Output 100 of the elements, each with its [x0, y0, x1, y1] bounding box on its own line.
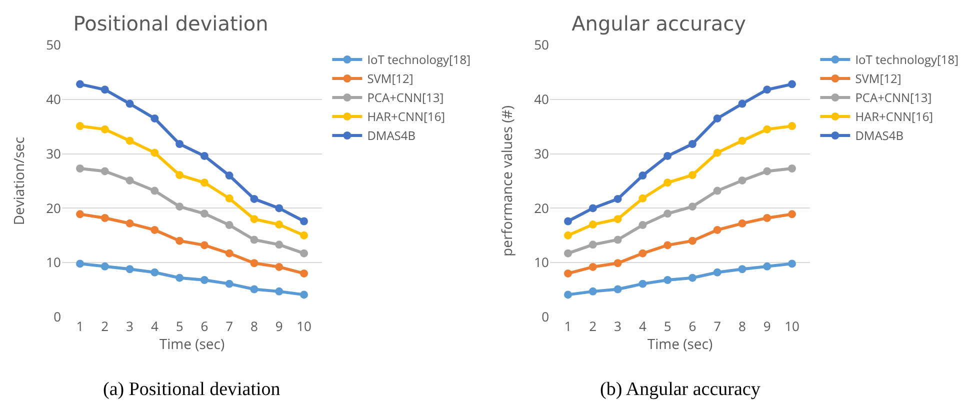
point [713, 148, 722, 157]
legend-label: PCA+CNN[13] [855, 89, 932, 106]
point [564, 269, 572, 278]
point [76, 80, 84, 88]
point [300, 269, 308, 278]
point [76, 260, 84, 268]
x-tick-label: 9 [275, 317, 283, 335]
point [564, 231, 572, 240]
point [150, 226, 159, 234]
point [788, 164, 796, 172]
point [564, 217, 572, 226]
point [614, 194, 622, 203]
point [688, 236, 696, 245]
legend-label: SVM[12] [855, 70, 902, 88]
point [250, 194, 258, 203]
x-axis-title: Time (sec) [647, 335, 713, 354]
legend-label: SVM[12] [367, 70, 414, 88]
point [126, 265, 134, 274]
x-tick-label: 4 [638, 317, 647, 335]
point [638, 194, 647, 202]
point [200, 152, 208, 160]
y-tick-label: 50 [46, 36, 61, 54]
y-tick-label: 30 [534, 144, 549, 162]
legend-label: IoT technology[18] [855, 51, 959, 68]
chart-title: Angular accuracy [572, 11, 746, 36]
point [664, 241, 672, 250]
point [176, 274, 184, 282]
point [150, 268, 159, 276]
y-tick-label: 0 [542, 308, 549, 326]
y-tick-label: 50 [534, 36, 549, 54]
x-tick-label: 10 [784, 317, 800, 335]
point [150, 148, 159, 157]
point [738, 219, 746, 228]
point [300, 249, 308, 258]
chart-title: Positional deviation [73, 11, 268, 36]
x-tick-label: 3 [614, 317, 622, 335]
point [588, 287, 597, 296]
point [225, 194, 234, 202]
point [176, 236, 184, 245]
point [738, 176, 746, 184]
point [664, 152, 672, 160]
point [738, 265, 746, 274]
point [100, 262, 109, 270]
x-tick-label: 6 [200, 317, 208, 335]
x-tick-label: 5 [664, 317, 672, 335]
x-tick-label: 7 [714, 317, 722, 335]
point [688, 171, 696, 180]
point [763, 214, 772, 222]
point [588, 204, 597, 212]
y-tick-label: 10 [534, 253, 549, 272]
point [763, 262, 772, 270]
point [275, 220, 284, 229]
point [564, 290, 572, 299]
legend-label: HAR+CNN[16] [855, 108, 934, 126]
point [76, 210, 84, 218]
point [638, 221, 647, 230]
point [200, 276, 208, 284]
point [225, 249, 234, 258]
point [638, 280, 647, 288]
point [250, 285, 258, 294]
x-tick-label: 6 [688, 317, 696, 335]
legend-label: PCA+CNN[13] [367, 89, 444, 106]
legend-label: IoT technology[18] [367, 51, 471, 68]
point [763, 167, 772, 176]
point [788, 80, 796, 88]
point [126, 136, 134, 145]
x-tick-label: 4 [150, 317, 159, 335]
point [100, 214, 109, 222]
point [738, 100, 746, 108]
point [126, 176, 134, 184]
x-tick-label: 5 [176, 317, 184, 335]
point [100, 86, 109, 94]
x-tick-label: 2 [101, 317, 109, 335]
point [275, 262, 284, 271]
text: (a) Positional deviation [103, 379, 281, 400]
point [275, 240, 284, 249]
y-tick-label: 0 [54, 308, 61, 326]
point [225, 280, 234, 288]
point [76, 122, 84, 130]
point [713, 226, 722, 234]
legend-label: DMAS4B [367, 127, 416, 144]
point [588, 220, 597, 229]
point [638, 172, 647, 180]
x-tick-label: 8 [250, 317, 258, 335]
point [176, 140, 184, 148]
point [225, 172, 234, 180]
point [588, 240, 597, 249]
point [713, 114, 722, 122]
point [126, 100, 134, 108]
point [788, 210, 796, 218]
point [614, 236, 622, 244]
point [738, 136, 746, 145]
x-tick-label: 9 [763, 317, 771, 335]
y-tick-label: 20 [46, 198, 61, 217]
point [275, 287, 284, 296]
legend-label: HAR+CNN[16] [367, 108, 446, 126]
point [200, 178, 208, 187]
point [763, 125, 772, 134]
point [763, 86, 772, 94]
point [76, 164, 84, 172]
